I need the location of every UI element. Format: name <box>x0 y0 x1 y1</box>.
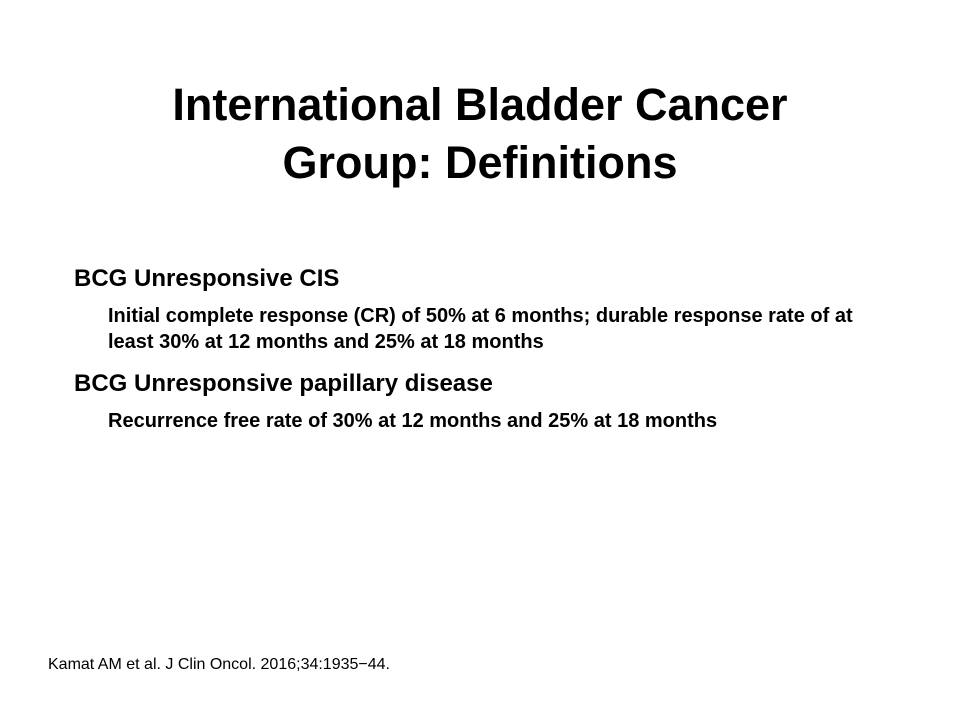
slide-title: International Bladder Cancer Group: Defi… <box>60 76 900 192</box>
definitions-list: BCG Unresponsive CIS Initial complete re… <box>74 264 874 448</box>
definition-papillary-detail: Recurrence free rate of 30% at 12 months… <box>108 410 718 432</box>
definition-cis-detail: Initial complete response (CR) of 50% at… <box>108 305 853 353</box>
slide-title-line-1: International Bladder Cancer <box>172 79 788 130</box>
slide-title-line-2: Group: Definitions <box>282 137 678 188</box>
definition-cis-heading: BCG Unresponsive CIS <box>74 265 340 292</box>
definition-cis: BCG Unresponsive CIS Initial complete re… <box>74 264 874 355</box>
definition-papillary: BCG Unresponsive papillary disease Recur… <box>74 369 874 434</box>
definition-papillary-heading: BCG Unresponsive papillary disease <box>74 370 493 397</box>
citation: Kamat AM et al. J Clin Oncol. 2016;34:19… <box>48 656 390 673</box>
